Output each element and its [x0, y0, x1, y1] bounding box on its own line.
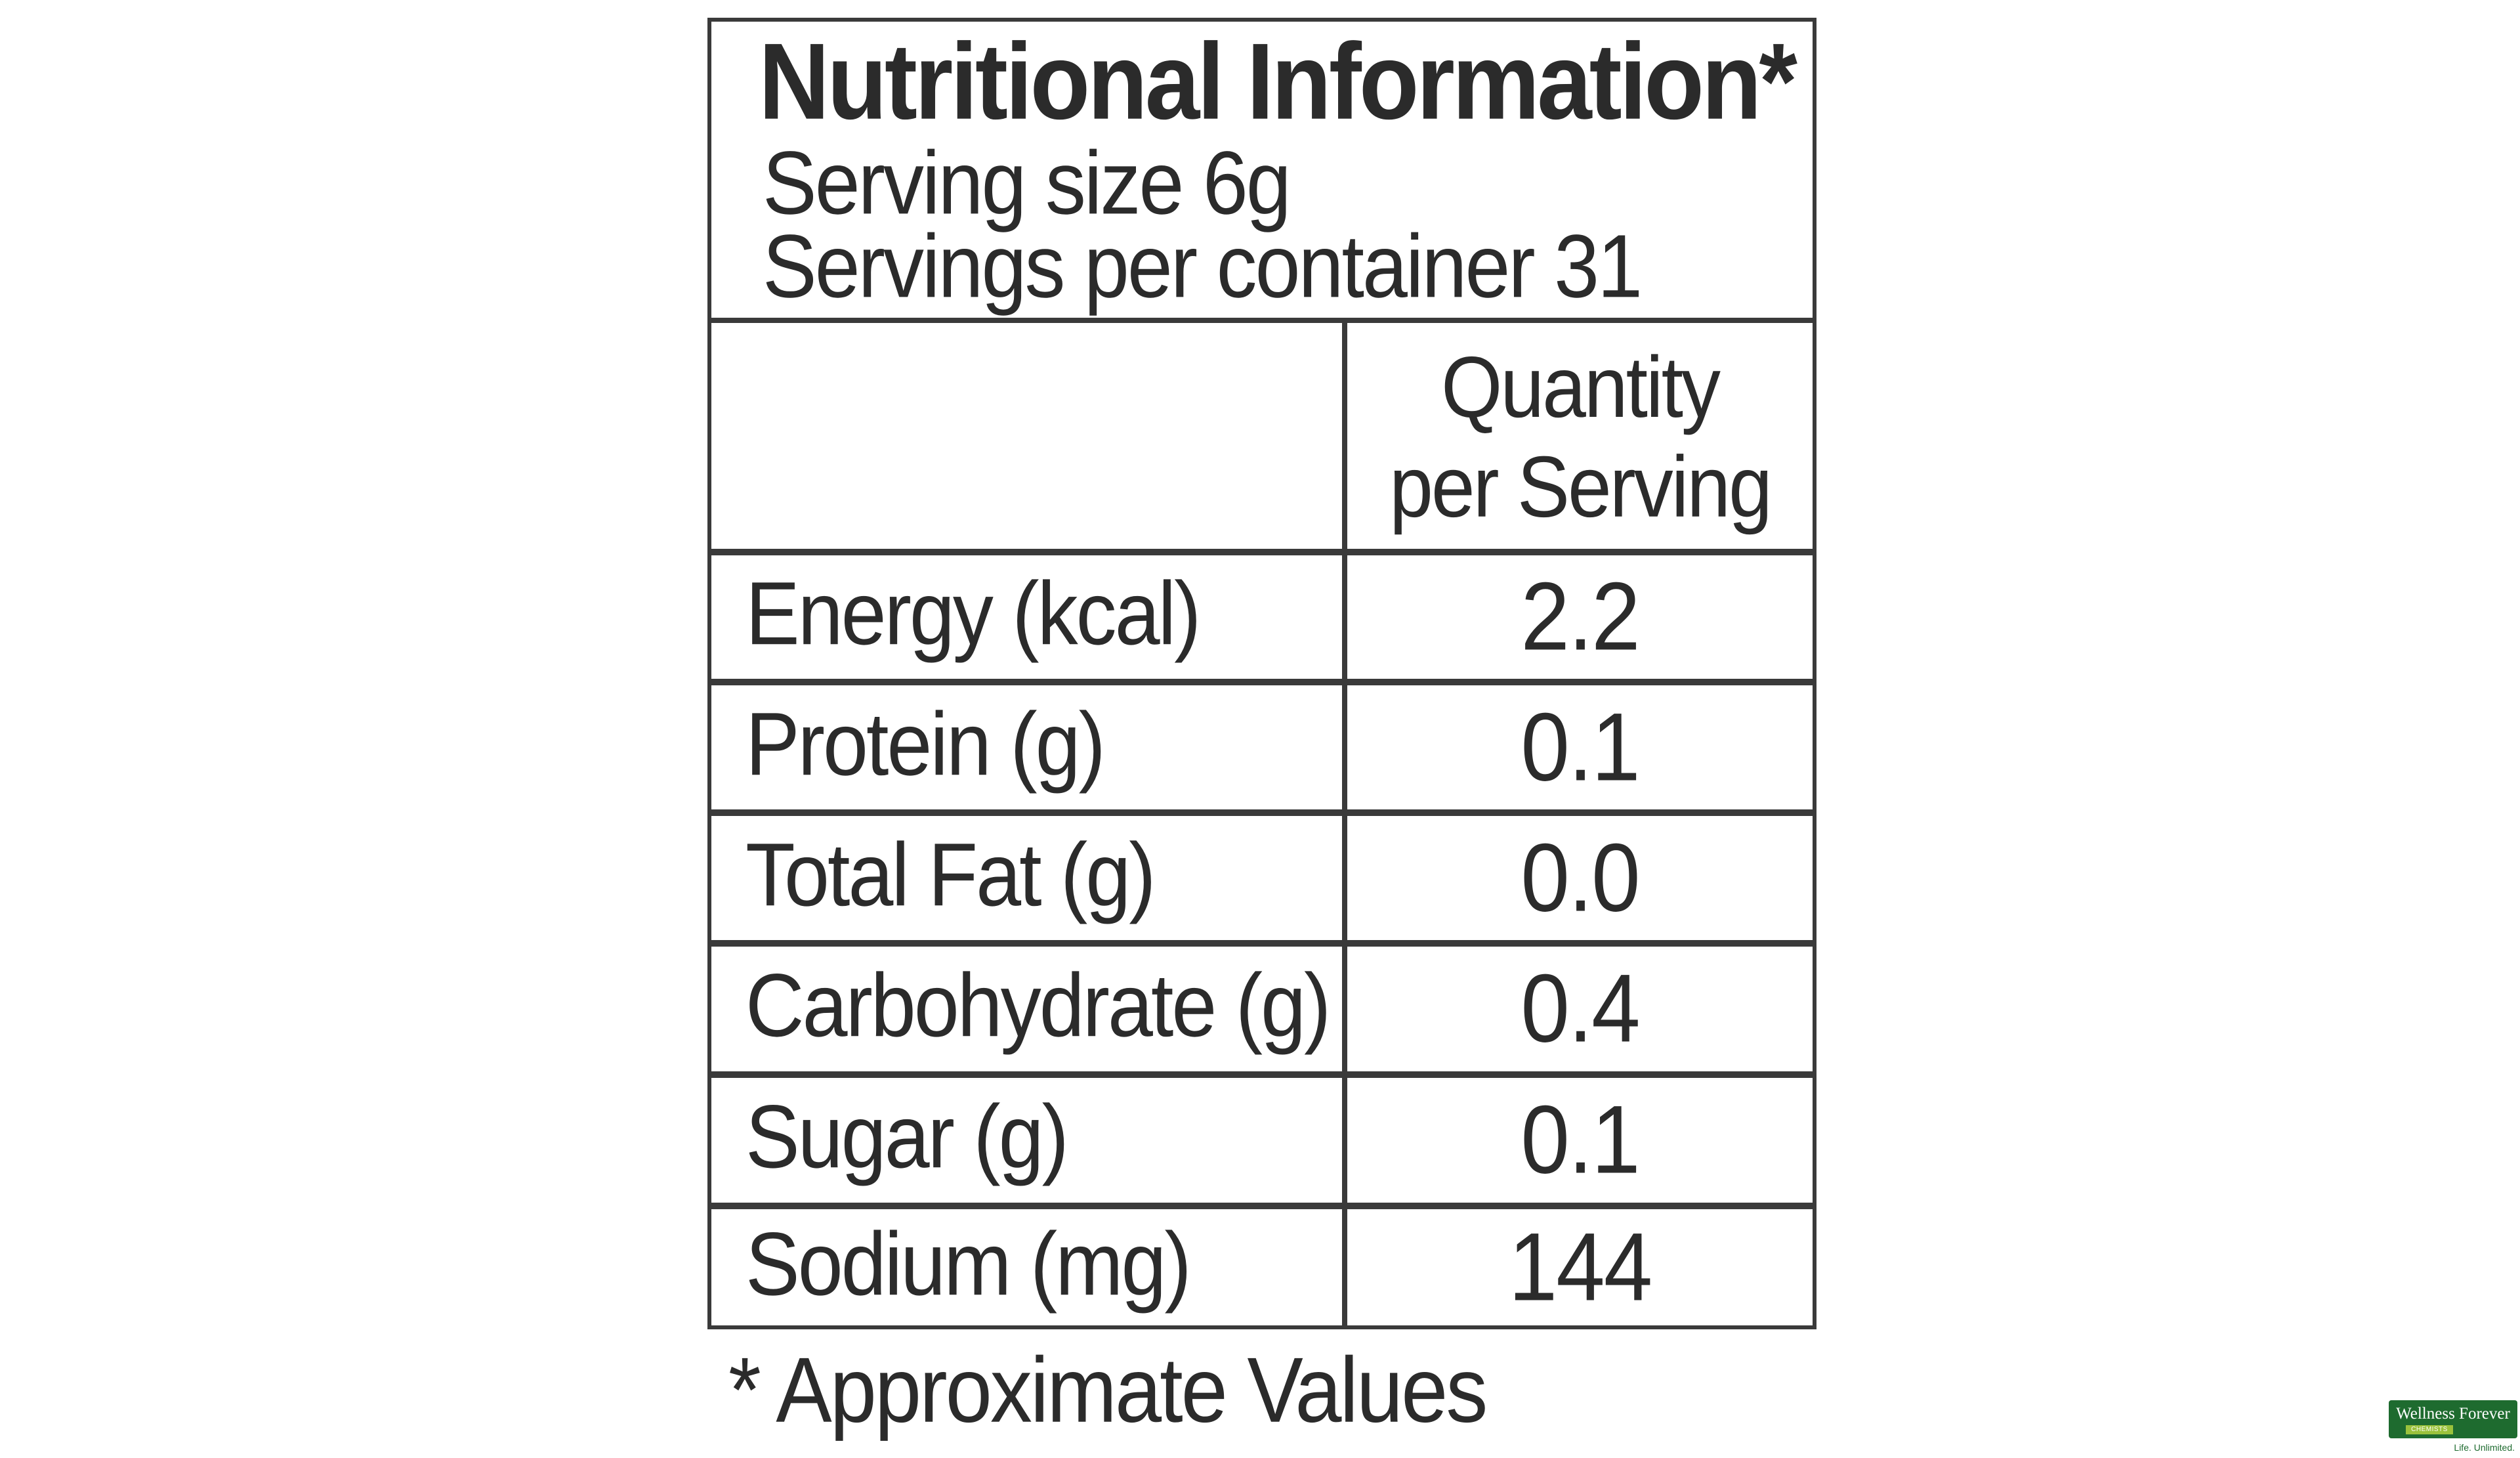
footnote-approximate-values: * Approximate Values	[728, 1339, 1488, 1442]
table-row-carbohydrate: Carbohydrate (g) 0.4	[711, 947, 1813, 1078]
brand-tagline: Life. Unlimited.	[2454, 1442, 2515, 1453]
nutrient-value: 0.1	[1521, 693, 1640, 801]
nutrient-value: 0.0	[1521, 824, 1640, 932]
servings-per-container: Servings per container 31	[763, 217, 1643, 317]
nutrient-label: Protein (g)	[746, 694, 1106, 794]
column-divider	[1342, 323, 1347, 1325]
nutrient-label: Sugar (g)	[746, 1087, 1069, 1187]
nutrient-label: Carbohydrate (g)	[746, 956, 1331, 1056]
table-row-total-fat: Total Fat (g) 0.0	[711, 816, 1813, 947]
nutrition-title: Nutritional Information*	[759, 20, 1797, 142]
brand-badge: Wellness Forever CHEMISTS	[2389, 1400, 2517, 1438]
column-header-line2: per Serving	[1389, 439, 1773, 536]
brand-name: Wellness Forever	[2396, 1405, 2510, 1423]
panel-header: Nutritional Information* Serving size 6g…	[711, 22, 1813, 323]
nutrient-value: 144	[1508, 1213, 1653, 1321]
column-header-line1: Quantity	[1441, 339, 1721, 436]
table-row-protein: Protein (g) 0.1	[711, 685, 1813, 816]
nutrient-label: Sodium (mg)	[746, 1214, 1192, 1314]
quantity-per-serving-header: Quantity per Serving	[1347, 337, 1813, 537]
table-header-row: Quantity per Serving	[711, 323, 1813, 555]
serving-size: Serving size 6g	[763, 133, 1292, 234]
nutrient-value: 0.4	[1521, 954, 1640, 1063]
nutrient-value: 2.2	[1521, 563, 1640, 671]
brand-sub-strip	[2406, 1425, 2453, 1434]
nutrient-label: Total Fat (g)	[746, 825, 1156, 925]
brand-logo: Wellness Forever CHEMISTS Life. Unlimite…	[2389, 1399, 2517, 1455]
brand-sub: CHEMISTS	[2411, 1426, 2448, 1433]
table-row-sugar: Sugar (g) 0.1	[711, 1078, 1813, 1209]
nutrition-facts-panel: Nutritional Information* Serving size 6g…	[707, 18, 1816, 1329]
nutrient-label: Energy (kcal)	[746, 564, 1201, 664]
table-row-sodium: Sodium (mg) 144	[711, 1209, 1813, 1325]
nutrient-value: 0.1	[1521, 1086, 1640, 1194]
nutrition-table: Quantity per Serving Energy (kcal) 2.2 P…	[711, 323, 1813, 1325]
table-row-energy: Energy (kcal) 2.2	[711, 555, 1813, 685]
